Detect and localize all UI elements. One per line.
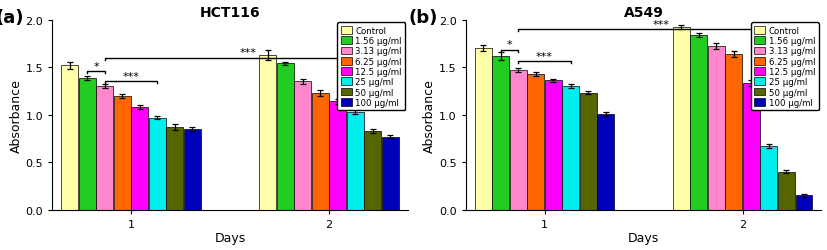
Bar bbox=[778, 172, 795, 210]
Bar bbox=[673, 28, 690, 210]
Bar bbox=[796, 196, 812, 210]
Text: (b): (b) bbox=[409, 9, 438, 27]
X-axis label: Days: Days bbox=[214, 232, 246, 244]
Bar bbox=[184, 130, 201, 210]
Bar bbox=[96, 87, 113, 210]
Text: ***: *** bbox=[536, 51, 553, 61]
Bar bbox=[131, 108, 148, 210]
X-axis label: Days: Days bbox=[628, 232, 659, 244]
Text: *: * bbox=[93, 62, 98, 72]
Bar bbox=[761, 146, 777, 210]
Bar bbox=[725, 55, 743, 210]
Bar bbox=[580, 94, 597, 210]
Bar bbox=[562, 87, 579, 210]
Bar bbox=[528, 74, 544, 210]
Legend: Control, 1.56 μg/ml, 3.13 μg/ml, 6.25 μg/ml, 12.5 μg/ml, 25 μg/ml, 50 μg/ml, 100: Control, 1.56 μg/ml, 3.13 μg/ml, 6.25 μg… bbox=[337, 23, 405, 111]
Bar bbox=[347, 112, 364, 210]
Bar bbox=[312, 94, 329, 210]
Title: A549: A549 bbox=[624, 6, 663, 20]
Bar bbox=[277, 64, 294, 210]
Y-axis label: Absorbance: Absorbance bbox=[10, 78, 22, 152]
Text: ***: *** bbox=[239, 48, 256, 58]
Bar bbox=[79, 78, 96, 210]
Bar bbox=[475, 49, 491, 210]
Bar bbox=[294, 82, 311, 210]
Text: ***: *** bbox=[653, 20, 670, 30]
Bar bbox=[509, 71, 527, 210]
Text: ***: *** bbox=[122, 72, 140, 82]
Bar bbox=[492, 56, 509, 210]
Bar bbox=[329, 102, 347, 210]
Bar bbox=[61, 66, 78, 210]
Y-axis label: Absorbance: Absorbance bbox=[423, 78, 436, 152]
Bar bbox=[708, 47, 724, 210]
Bar bbox=[166, 128, 184, 210]
Bar bbox=[382, 137, 399, 210]
Bar bbox=[260, 56, 276, 210]
Bar bbox=[597, 114, 614, 210]
Legend: Control, 1.56 μg/ml, 3.13 μg/ml, 6.25 μg/ml, 12.5 μg/ml, 25 μg/ml, 50 μg/ml, 100: Control, 1.56 μg/ml, 3.13 μg/ml, 6.25 μg… bbox=[751, 23, 819, 111]
Bar bbox=[149, 118, 165, 210]
Bar bbox=[545, 81, 562, 210]
Bar bbox=[365, 131, 381, 210]
Bar bbox=[114, 96, 131, 210]
Bar bbox=[691, 36, 707, 210]
Bar bbox=[743, 84, 760, 210]
Text: *: * bbox=[507, 40, 512, 50]
Text: (a): (a) bbox=[0, 9, 24, 27]
Title: HCT116: HCT116 bbox=[200, 6, 261, 20]
